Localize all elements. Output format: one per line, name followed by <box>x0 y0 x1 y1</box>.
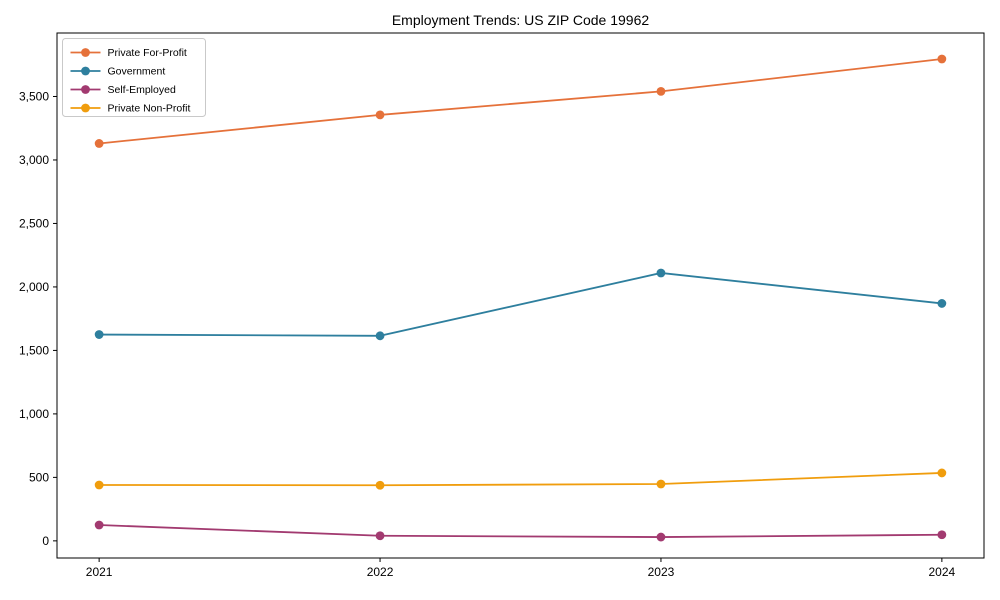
series-line-self-employed <box>99 524 942 538</box>
data-point-self-employed <box>375 531 385 541</box>
legend-label-government: Government <box>108 66 166 78</box>
x-axis-tick-label: 2023 <box>648 565 675 579</box>
y-axis-tick-label: 1,000 <box>19 407 49 421</box>
series-line-private-for-profit <box>99 58 942 145</box>
x-axis-tick-label: 2021 <box>86 565 113 579</box>
y-axis-tick-label: 3,000 <box>19 153 49 167</box>
data-point-private-non-profit <box>94 480 104 490</box>
series-line-government <box>99 272 942 337</box>
legend-marker-private-for-profit <box>81 48 90 57</box>
legend-marker-government <box>81 66 90 76</box>
y-axis-tick-label: 0 <box>42 534 49 548</box>
chart-title: Employment Trends: US ZIP Code 19962 <box>391 12 650 28</box>
y-axis-tick-label: 2,000 <box>19 280 49 294</box>
legend-marker-private-non-profit <box>81 103 90 113</box>
data-point-government <box>375 331 385 341</box>
data-point-private-for-profit <box>375 110 385 120</box>
legend-label-self-employed: Self-Employed <box>108 84 176 96</box>
data-point-self-employed <box>937 530 947 540</box>
data-point-self-employed <box>94 520 104 530</box>
plot-border <box>56 32 985 559</box>
y-axis-tick-label: 3,500 <box>19 89 49 103</box>
y-axis-tick-label: 1,500 <box>19 343 49 357</box>
x-axis-tick-label: 2024 <box>929 565 956 579</box>
legend-label-private-non-profit: Private Non-Profit <box>108 103 191 115</box>
data-point-private-non-profit <box>937 468 947 478</box>
data-point-private-for-profit <box>94 139 104 148</box>
series-line-private-non-profit <box>99 472 942 487</box>
data-point-government <box>656 268 666 278</box>
legend-marker-self-employed <box>81 85 90 94</box>
data-point-private-non-profit <box>375 480 385 490</box>
y-axis-tick-label: 500 <box>29 470 49 484</box>
y-axis-tick-label: 2,500 <box>19 216 49 230</box>
x-axis-tick-label: 2022 <box>367 565 394 579</box>
data-point-self-employed <box>656 532 666 542</box>
data-point-private-for-profit <box>937 54 947 64</box>
legend-label-private-for-profit: Private For-Profit <box>108 47 187 59</box>
legend-box <box>62 38 206 117</box>
data-point-private-for-profit <box>656 87 666 96</box>
data-point-government <box>937 299 947 308</box>
data-point-private-non-profit <box>656 479 666 489</box>
data-point-government <box>94 330 104 339</box>
